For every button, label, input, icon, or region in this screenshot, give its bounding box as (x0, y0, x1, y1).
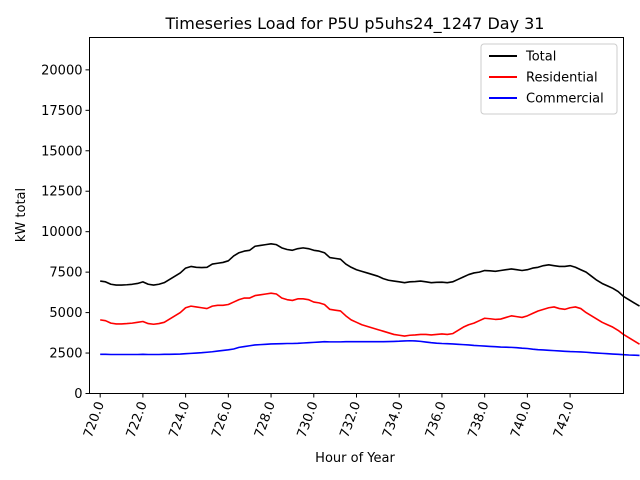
y-tick-label: 7500 (49, 266, 82, 281)
y-axis: 0 2500 5000 7500 10000 12500 15000 17500 20000 (41, 63, 90, 402)
y-tick-label: 17500 (41, 104, 82, 119)
y-tick-label: 12500 (41, 185, 82, 200)
legend: Total Residential Commercial (480, 43, 618, 115)
x-axis-label: Hour of Year (315, 451, 395, 466)
y-axis-label: kW total (14, 188, 29, 242)
legend-label-commercial: Commercial (526, 92, 604, 107)
y-tick-label: 2500 (49, 347, 82, 362)
series-line-residential (100, 292, 640, 345)
y-tick-label: 10000 (41, 225, 82, 240)
y-tick-label: 5000 (49, 306, 82, 321)
series-layer (100, 243, 640, 357)
y-tick-label: 0 (74, 387, 82, 402)
series-line-total (100, 243, 640, 307)
chart-title: Timeseries Load for P5U p5uhs24_1247 Day… (165, 14, 545, 34)
y-tick-label: 15000 (41, 144, 82, 159)
legend-label-residential: Residential (526, 71, 598, 86)
y-tick-label: 20000 (41, 63, 82, 78)
series-line-commercial (100, 339, 640, 357)
legend-box (480, 43, 618, 115)
legend-label-total: Total (525, 50, 556, 65)
